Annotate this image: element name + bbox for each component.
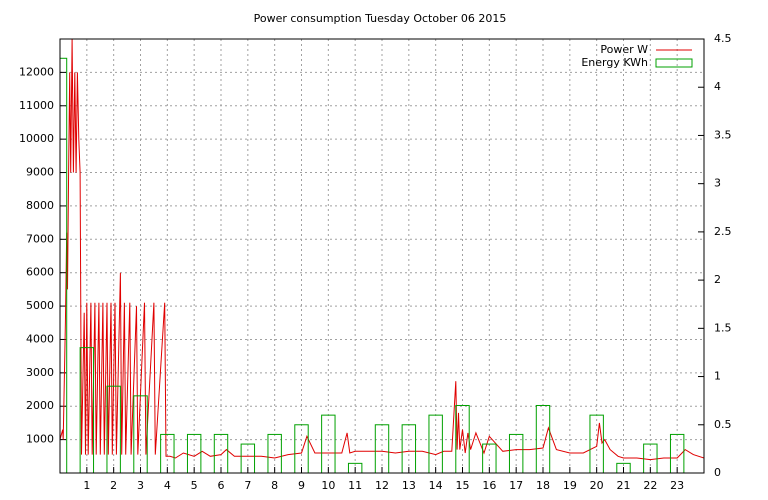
y2-tick-label: 4.5 <box>714 32 732 45</box>
energy-bar <box>79 347 95 473</box>
x-tick-label: 11 <box>348 479 362 492</box>
x-tick-label: 2 <box>110 479 117 492</box>
y2-tick-label: 3 <box>714 177 721 190</box>
y2-tick-label: 1 <box>714 370 721 383</box>
legend-label: Energy KWh <box>581 56 648 69</box>
energy-bar <box>643 443 658 473</box>
y-tick-label: 7000 <box>26 232 54 245</box>
power-line <box>60 39 704 461</box>
x-tick-label: 6 <box>218 479 225 492</box>
x-tick-label: 3 <box>137 479 144 492</box>
chart-title: Power consumption Tuesday October 06 201… <box>254 12 507 25</box>
x-tick-label: 4 <box>164 479 171 492</box>
x-tick-label: 20 <box>590 479 604 492</box>
y2-tick-label: 2.5 <box>714 225 732 238</box>
y2-tick-label: 0.5 <box>714 418 732 431</box>
x-tick-label: 13 <box>402 479 416 492</box>
x-tick-label: 19 <box>563 479 577 492</box>
x-tick-label: 17 <box>509 479 523 492</box>
x-tick-label: 8 <box>271 479 278 492</box>
y2-tick-label: 3.5 <box>714 128 732 141</box>
x-tick-label: 16 <box>482 479 496 492</box>
y2-tick-label: 4 <box>714 80 721 93</box>
y2-tick-label: 0 <box>714 466 721 479</box>
legend-label: Power W <box>600 43 648 56</box>
x-tick-label: 10 <box>321 479 335 492</box>
y-tick-label: 6000 <box>26 266 54 279</box>
x-tick-label: 9 <box>298 479 305 492</box>
x-tick-label: 14 <box>429 479 443 492</box>
y-tick-label: 5000 <box>26 299 54 312</box>
y-tick-label: 11000 <box>19 99 54 112</box>
y-tick-label: 12000 <box>19 65 54 78</box>
x-tick-label: 12 <box>375 479 389 492</box>
energy-bar <box>133 395 148 473</box>
x-tick-label: 18 <box>536 479 550 492</box>
x-tick-label: 1 <box>83 479 90 492</box>
x-tick-label: 22 <box>643 479 657 492</box>
y-tick-label: 2000 <box>26 399 54 412</box>
y-tick-label: 3000 <box>26 366 54 379</box>
energy-bar <box>535 404 551 473</box>
y-tick-label: 10000 <box>19 132 54 145</box>
energy-bar <box>240 443 256 473</box>
x-tick-label: 23 <box>670 479 684 492</box>
y-tick-label: 4000 <box>26 332 54 345</box>
x-tick-label: 15 <box>456 479 470 492</box>
energy-bar <box>455 404 470 473</box>
energy-bar <box>482 443 497 473</box>
legend-swatch <box>655 58 693 68</box>
x-tick-label: 5 <box>191 479 198 492</box>
y-tick-label: 9000 <box>26 166 54 179</box>
y2-tick-label: 2 <box>714 273 721 286</box>
y-tick-label: 8000 <box>26 199 54 212</box>
energy-bar <box>106 385 121 473</box>
energy-bar <box>347 462 363 473</box>
y2-tick-label: 1.5 <box>714 321 732 334</box>
x-tick-label: 21 <box>617 479 631 492</box>
y-tick-label: 1000 <box>26 433 54 446</box>
plot-frame <box>59 38 705 474</box>
energy-bar <box>616 462 631 473</box>
x-tick-label: 7 <box>244 479 251 492</box>
